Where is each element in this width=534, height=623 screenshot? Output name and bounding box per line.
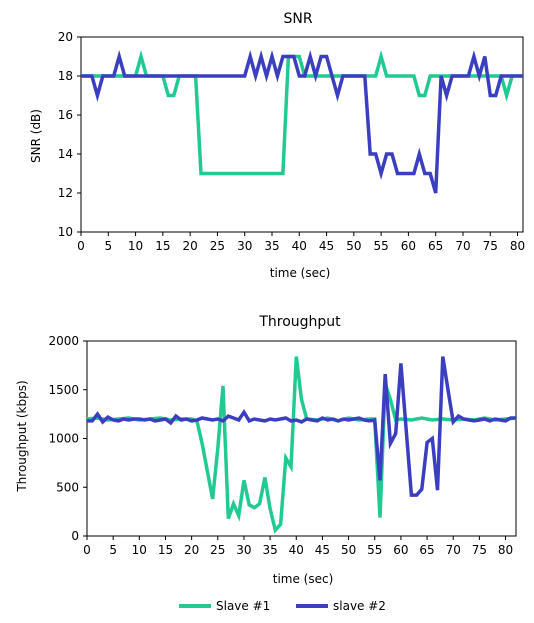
throughput-x-tick-label: 5 [109,543,117,557]
throughput-y-tick-label: 1000 [48,432,79,446]
snr-x-tick-label: 5 [104,239,112,253]
snr-x-tick-label: 15 [155,239,170,253]
legend-label-slave-1: Slave #1 [216,599,270,613]
throughput-y-tick-label: 500 [56,480,79,494]
throughput-chart-title: Throughput [258,314,341,330]
throughput-x-tick-label: 70 [446,543,461,557]
legend-label-slave-2: slave #2 [333,599,386,613]
snr-y-tick-label: 10 [58,225,73,239]
snr-y-tick-label: 12 [58,186,73,200]
snr-x-tick-label: 30 [237,239,252,253]
snr-x-tick-label: 25 [210,239,225,253]
throughput-x-axis-label: time (sec) [273,572,334,586]
snr-y-axis-label: SNR (dB) [29,109,43,163]
snr-y-tick-label: 18 [58,69,73,83]
throughput-x-tick-label: 15 [158,543,173,557]
snr-x-tick-label: 50 [346,239,361,253]
snr-x-tick-label: 35 [264,239,279,253]
snr-x-tick-label: 10 [128,239,143,253]
snr-x-tick-label: 0 [77,239,85,253]
snr-x-tick-label: 40 [292,239,307,253]
throughput-x-tick-label: 40 [289,543,304,557]
snr-x-tick-label: 75 [483,239,498,253]
throughput-x-tick-label: 60 [393,543,408,557]
throughput-x-tick-label: 25 [210,543,225,557]
snr-x-tick-label: 65 [428,239,443,253]
throughput-series-line-slave-1 [86,356,517,534]
throughput-y-tick-label: 2000 [48,334,79,348]
snr-x-tick-label: 80 [510,239,525,253]
snr-x-tick-label: 45 [319,239,334,253]
throughput-x-tick-label: 10 [132,543,147,557]
snr-y-tick-label: 16 [58,108,73,122]
snr-x-axis-label: time (sec) [270,266,331,280]
snr-x-tick-label: 55 [373,239,388,253]
throughput-y-tick-label: 1500 [48,383,79,397]
snr-x-tick-label: 70 [455,239,470,253]
throughput-y-tick-label: 0 [71,529,79,543]
snr-plot-area [80,36,524,233]
throughput-x-tick-label: 45 [315,543,330,557]
snr-chart-title: SNR [283,11,312,27]
snr-chart: SNR SNR (dB) time (sec) 0 5 10 15 20 25 30 35 40… [29,11,525,280]
throughput-x-tick-label: 20 [184,543,199,557]
snr-x-tick-label: 60 [401,239,416,253]
throughput-chart: Throughput Throughput (kbps) time (sec) … [15,314,517,586]
legend: Slave #1 slave #2 [179,599,386,613]
throughput-series-line-slave-2 [87,356,516,497]
throughput-x-tick-label: 30 [236,543,251,557]
snr-y-tick-label: 14 [58,147,73,161]
throughput-x-tick-label: 75 [472,543,487,557]
snr-series-line-slave-1 [81,49,523,176]
throughput-x-tick-label: 80 [498,543,513,557]
throughput-x-tick-label: 55 [367,543,382,557]
throughput-plot-area [86,340,517,537]
throughput-x-tick-label: 50 [341,543,356,557]
snr-series-line-slave-2 [81,49,523,194]
throughput-x-tick-label: 35 [262,543,277,557]
throughput-x-tick-label: 65 [419,543,434,557]
snr-x-tick-label: 20 [182,239,197,253]
snr-y-tick-label: 20 [58,30,73,44]
throughput-x-tick-label: 0 [83,543,91,557]
throughput-y-axis-label: Throughput (kbps) [15,380,29,492]
